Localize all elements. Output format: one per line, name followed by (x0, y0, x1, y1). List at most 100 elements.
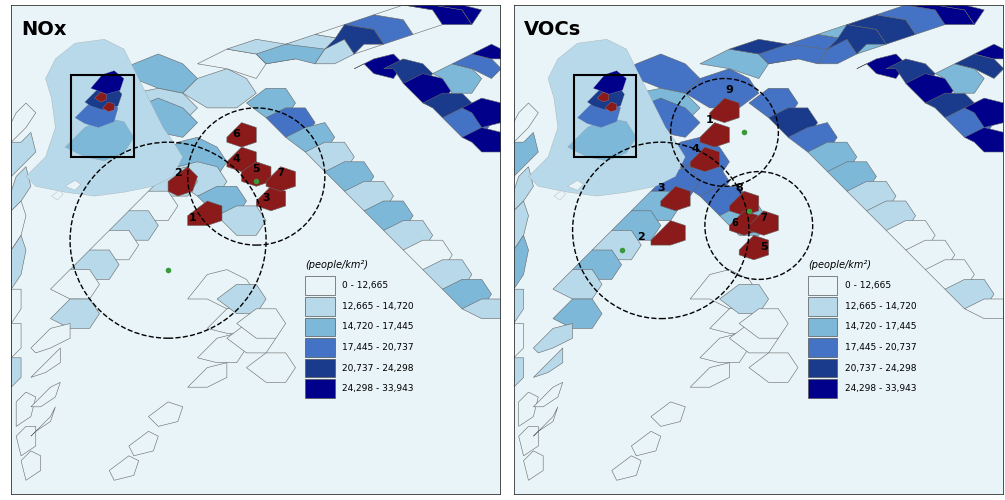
Polygon shape (316, 24, 384, 54)
Polygon shape (519, 392, 539, 426)
Polygon shape (563, 98, 602, 122)
Polygon shape (699, 334, 749, 362)
Text: 4: 4 (233, 154, 240, 164)
Polygon shape (534, 382, 563, 407)
Polygon shape (651, 220, 685, 245)
Polygon shape (886, 59, 936, 88)
Polygon shape (129, 191, 178, 220)
Polygon shape (534, 348, 563, 378)
Polygon shape (818, 24, 886, 54)
Polygon shape (945, 280, 994, 309)
Polygon shape (134, 98, 197, 138)
Polygon shape (60, 98, 99, 122)
Polygon shape (680, 162, 730, 196)
Text: 2: 2 (637, 232, 645, 242)
Polygon shape (759, 40, 827, 64)
Polygon shape (660, 138, 730, 176)
Text: 8: 8 (736, 183, 743, 193)
Polygon shape (534, 407, 558, 436)
Polygon shape (739, 236, 769, 260)
Text: 20,737 - 24,298: 20,737 - 24,298 (844, 364, 916, 372)
Text: 17,445 - 20,737: 17,445 - 20,737 (342, 343, 414, 352)
Polygon shape (374, 5, 442, 34)
Polygon shape (975, 44, 1004, 59)
Polygon shape (827, 24, 886, 54)
Polygon shape (442, 108, 491, 138)
Polygon shape (188, 270, 256, 309)
Polygon shape (906, 240, 955, 270)
Polygon shape (70, 250, 119, 280)
Polygon shape (197, 186, 246, 216)
Polygon shape (217, 284, 266, 314)
Polygon shape (906, 74, 955, 103)
Polygon shape (827, 162, 876, 191)
Text: 6: 6 (731, 218, 738, 228)
Polygon shape (462, 98, 501, 128)
Polygon shape (197, 334, 246, 362)
Polygon shape (699, 122, 730, 147)
Text: 2: 2 (174, 168, 182, 178)
Polygon shape (452, 54, 501, 78)
Polygon shape (266, 166, 295, 191)
Polygon shape (11, 201, 26, 250)
Text: NOx: NOx (21, 20, 66, 38)
Bar (306, 318, 335, 336)
Polygon shape (514, 201, 529, 250)
Polygon shape (256, 40, 325, 64)
Polygon shape (266, 108, 316, 138)
Bar (808, 359, 837, 378)
Polygon shape (965, 128, 1004, 152)
Polygon shape (110, 211, 158, 240)
Polygon shape (612, 211, 660, 240)
Polygon shape (651, 166, 699, 196)
Polygon shape (11, 289, 21, 324)
Polygon shape (690, 147, 720, 172)
Polygon shape (514, 236, 529, 289)
Polygon shape (631, 191, 680, 220)
Polygon shape (720, 284, 769, 314)
Polygon shape (965, 299, 1004, 318)
Polygon shape (612, 54, 699, 93)
Text: (people/km²): (people/km²) (808, 260, 870, 270)
Text: 14,720 - 17,445: 14,720 - 17,445 (844, 322, 916, 332)
Polygon shape (690, 270, 759, 309)
Text: VOCs: VOCs (524, 20, 581, 38)
Bar (306, 359, 335, 378)
Polygon shape (31, 382, 60, 407)
Polygon shape (690, 362, 730, 387)
Polygon shape (720, 206, 769, 236)
Polygon shape (749, 353, 798, 382)
Polygon shape (345, 182, 394, 211)
Bar (808, 380, 837, 398)
Text: 20,737 - 24,298: 20,737 - 24,298 (342, 364, 413, 372)
Polygon shape (866, 201, 916, 230)
Polygon shape (11, 236, 26, 289)
Polygon shape (168, 166, 197, 196)
Polygon shape (808, 142, 857, 172)
Polygon shape (749, 88, 798, 118)
Polygon shape (364, 201, 413, 230)
Polygon shape (50, 270, 99, 299)
Polygon shape (285, 122, 335, 152)
Polygon shape (847, 182, 896, 211)
Polygon shape (730, 191, 759, 216)
Polygon shape (965, 98, 1004, 128)
Polygon shape (149, 402, 183, 426)
Polygon shape (739, 309, 788, 338)
Polygon shape (788, 34, 857, 64)
Polygon shape (129, 432, 158, 456)
Polygon shape (524, 451, 543, 480)
Polygon shape (227, 40, 295, 64)
Polygon shape (384, 220, 433, 250)
Polygon shape (227, 324, 276, 353)
Text: 1: 1 (706, 114, 714, 124)
Polygon shape (178, 162, 227, 196)
Polygon shape (345, 15, 413, 44)
Polygon shape (636, 98, 699, 138)
Bar (808, 338, 837, 357)
Text: 0 - 12,665: 0 - 12,665 (342, 282, 388, 290)
Polygon shape (188, 201, 222, 226)
Polygon shape (514, 103, 539, 142)
Polygon shape (442, 280, 491, 309)
Polygon shape (749, 211, 779, 236)
